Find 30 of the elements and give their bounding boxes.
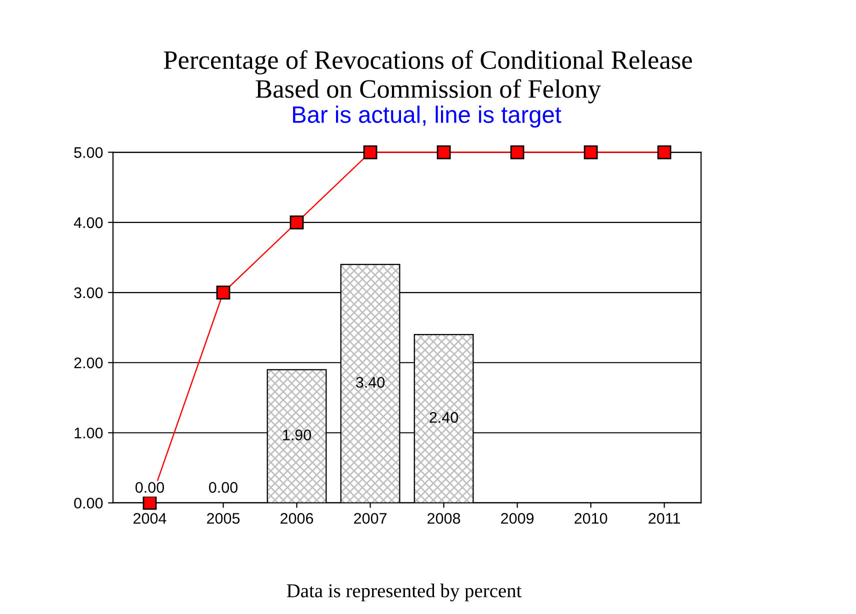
data-label: 1.90: [283, 430, 312, 440]
x-tick-label: 2007: [354, 512, 386, 524]
y-tick-label: 3.00: [74, 287, 103, 298]
x-tick-label: 2011: [648, 512, 680, 524]
data-label: 2.40: [430, 412, 458, 423]
chart-subtitle: Bar is actual, line is target: [293, 106, 562, 128]
x-tick-label: 2010: [574, 512, 608, 524]
y-tick-label: 1.00: [74, 428, 103, 438]
data-label: 3.40: [356, 376, 385, 388]
y-tick-label: 5.00: [74, 147, 103, 158]
chart-title: Percentage of Revocations of Conditional Release Based on Commission of Felony: [164, 50, 692, 104]
text: Data is represented by percent: [286, 584, 522, 602]
x-tick-label: 2004: [134, 512, 166, 524]
x-tick-label: 2006: [280, 512, 314, 524]
point: [510, 145, 524, 160]
point: [290, 215, 304, 230]
point: [363, 145, 378, 160]
point: [436, 145, 451, 160]
point: [216, 286, 230, 300]
point: [142, 496, 157, 510]
x-tick-label: 2005: [207, 512, 240, 524]
y-tick-label: 0.00: [74, 498, 103, 509]
y-tick-label: 2.00: [74, 357, 103, 368]
point: [657, 145, 672, 160]
y-tick-label: 4.00: [74, 217, 103, 228]
data-label: 0.00: [135, 482, 164, 493]
data-label: 0.00: [208, 482, 238, 493]
point: [584, 145, 598, 160]
x-tick-label: 2008: [428, 512, 460, 524]
x-tick-label: 2009: [501, 512, 534, 524]
